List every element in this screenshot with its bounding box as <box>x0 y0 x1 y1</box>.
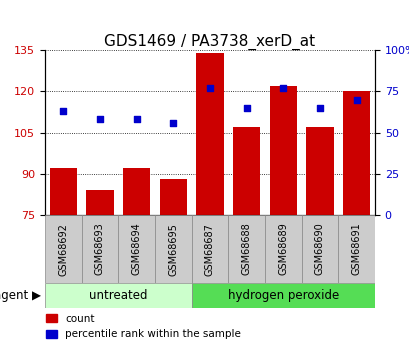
Text: GSM68690: GSM68690 <box>314 223 324 275</box>
Bar <box>81 215 118 283</box>
Bar <box>269 86 297 215</box>
Bar <box>196 53 223 215</box>
Point <box>243 105 249 111</box>
Text: GSM68689: GSM68689 <box>278 223 288 275</box>
Bar <box>342 91 369 215</box>
Bar <box>232 127 260 215</box>
Text: GSM68687: GSM68687 <box>204 223 214 276</box>
Point <box>60 108 66 114</box>
Bar <box>118 215 155 283</box>
Text: hydrogen peroxide: hydrogen peroxide <box>227 289 338 302</box>
Bar <box>191 283 374 308</box>
Text: GSM68693: GSM68693 <box>95 223 105 275</box>
Bar <box>228 215 264 283</box>
Bar <box>306 127 333 215</box>
Text: GSM68688: GSM68688 <box>241 223 251 275</box>
Point <box>170 120 176 126</box>
Bar <box>264 215 301 283</box>
Point <box>353 97 359 102</box>
Point <box>316 105 322 111</box>
Bar <box>159 179 187 215</box>
Legend: count, percentile rank within the sample: count, percentile rank within the sample <box>42 310 244 343</box>
Text: GSM68695: GSM68695 <box>168 223 178 276</box>
Bar <box>123 168 150 215</box>
Bar <box>191 215 228 283</box>
Bar <box>155 215 191 283</box>
Bar <box>337 215 374 283</box>
Bar <box>49 168 77 215</box>
Point <box>133 117 139 122</box>
Point <box>279 85 286 91</box>
Point <box>206 85 213 91</box>
Bar <box>86 190 113 215</box>
Text: GSM68691: GSM68691 <box>351 223 361 275</box>
Text: agent ▶: agent ▶ <box>0 289 41 302</box>
Bar <box>45 283 191 308</box>
Point <box>97 117 103 122</box>
Text: untreated: untreated <box>89 289 147 302</box>
Bar <box>45 215 81 283</box>
Title: GDS1469 / PA3738_xerD_at: GDS1469 / PA3738_xerD_at <box>104 34 315 50</box>
Text: GSM68692: GSM68692 <box>58 223 68 276</box>
Bar <box>301 215 337 283</box>
Text: GSM68694: GSM68694 <box>131 223 142 275</box>
